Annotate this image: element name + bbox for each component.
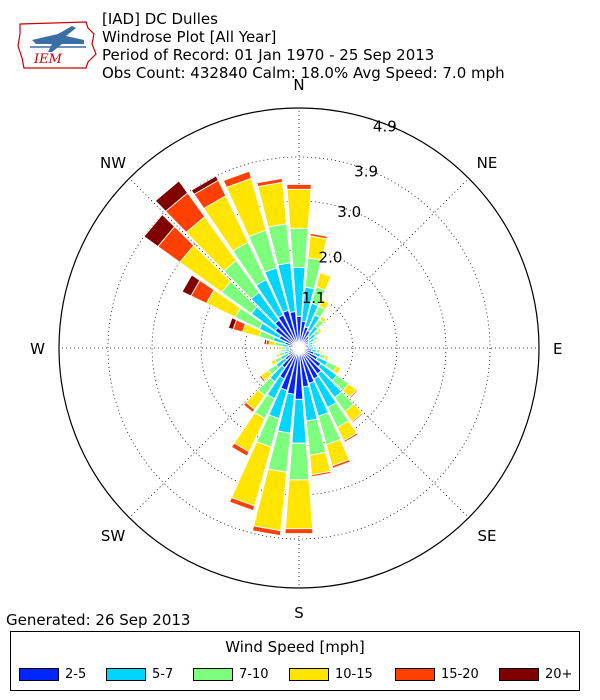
radial-tick-label-4: 4.9 [373,117,397,135]
legend: Wind Speed [mph] 2-5 5-7 7-10 10-15 15-20 20+ [10,631,580,691]
legend-swatch [395,667,435,681]
bar-dir180-10-15 [284,479,314,530]
bar-dir300-20+ [181,274,201,297]
bar-dir280-20+ [263,338,268,346]
bar-dir120-15-20 [336,367,343,376]
radial-tick-label-2: 3.0 [337,203,361,221]
legend-label: 20+ [545,666,573,682]
radial-tick-label-1: 2.0 [319,248,343,266]
legend-item-10-15: 10-15 [289,665,373,683]
legend-swatch [19,667,59,681]
bar-dir0-10-15 [286,188,312,229]
bar-dir330-20+ [190,175,219,195]
bar-dir20-15-20 [319,271,333,278]
windrose-bars [143,170,364,537]
bar-dir310-20+ [143,213,176,248]
legend-swatch [106,667,146,681]
bar-dir290-20+ [227,317,238,330]
legend-item-2-5: 2-5 [19,665,86,683]
direction-label-n: N [293,76,304,94]
bar-dir160-15-20 [331,459,352,469]
legend-label: 5-7 [152,666,174,682]
legend-swatch [289,667,329,681]
legend-swatch [499,667,539,681]
legend-item-7-10: 7-10 [193,665,269,683]
bar-dir100-10-15 [319,349,323,355]
spoke-nw [129,178,300,349]
logo-text: IEM [33,52,63,67]
legend-label: 15-20 [441,666,479,682]
legend-items: 2-5 5-7 7-10 10-15 15-20 20+ [19,665,575,683]
radial-tick-label-3: 3.9 [354,163,378,181]
direction-label-nw: NW [100,154,126,172]
bar-dir340-15-20 [222,170,252,188]
bar-dir0-15-20 [286,183,312,190]
spoke-se [298,347,469,518]
bar-dir0-7-10 [289,227,309,268]
legend-title: Wind Speed [mph] [225,638,365,656]
bar-dir110-10-15 [323,354,329,362]
direction-label-e: E [553,340,562,358]
bar-dir50-10-15 [316,327,323,334]
period-of-record: Period of Record: 01 Jan 1970 - 25 Sep 2… [102,46,435,64]
bar-dir320-20+ [154,180,189,212]
bar-dir40-15-20 [321,314,328,321]
bar-dir170-10-15 [309,451,332,476]
spoke-ne [298,178,469,349]
polar-axis-outline [58,107,540,589]
radial-tick-label-0: 1.1 [302,289,326,307]
radial-ring-3 [107,156,491,540]
bar-dir230-15-20 [258,374,266,383]
bar-dir190-15-20 [251,525,282,537]
bar-dir150-15-20 [343,432,359,444]
bar-dir180-5-7 [291,398,307,444]
bar-dir140-15-20 [351,412,364,424]
legend-label: 2-5 [65,666,87,682]
bar-dir80-10-15 [314,343,317,347]
legend-item-20+: 20+ [499,665,572,683]
bar-dir250-15-20 [274,353,279,359]
legend-label: 7-10 [239,666,269,682]
plot-header: [IAD] DC Dulles Windrose Plot [All Year]… [102,10,505,82]
bar-dir130-15-20 [349,388,359,400]
bar-dir200-15-20 [228,496,256,512]
spoke-sw [129,347,300,518]
bar-dir180-15-20 [284,528,314,535]
bar-dir240-15-20 [269,361,274,367]
legend-swatch [193,667,233,681]
direction-label-se: SE [478,527,497,545]
bar-dir170-15-20 [311,470,332,478]
bar-dir210-15-20 [230,442,250,457]
bar-dir60-10-15 [315,334,320,340]
bar-dir180-7-10 [288,442,310,481]
bar-dir90-10-15 [316,346,319,350]
legend-label: 10-15 [335,666,373,682]
iem-iowa-logo-icon: IEM [17,21,97,69]
direction-label-s: S [294,604,304,622]
direction-label-sw: SW [101,527,126,545]
legend-item-15-20: 15-20 [395,665,479,683]
bar-dir270-7-10 [280,346,286,350]
legend-item-5-7: 5-7 [106,665,173,683]
bar-dir30-15-20 [321,297,331,305]
bar-dir350-15-20 [256,177,283,188]
bar-dir260-15-20 [278,349,282,354]
direction-label-ne: NE [477,154,498,172]
direction-label-w: W [30,340,45,358]
plot-subtitle: Windrose Plot [All Year] [102,28,277,46]
bar-dir220-15-20 [242,401,256,414]
station-title: [IAD] DC Dulles [102,10,218,28]
bar-dir70-10-15 [314,339,318,344]
bar-dir10-15-20 [309,232,328,240]
generated-date: Generated: 26 Sep 2013 [6,611,191,629]
tick-labels: N NE E SE S SW W NW 1.1 2.0 3.0 3.9 4.9 [30,76,562,622]
obs-summary: Obs Count: 432840 Calm: 18.0% Avg Speed:… [102,64,505,82]
